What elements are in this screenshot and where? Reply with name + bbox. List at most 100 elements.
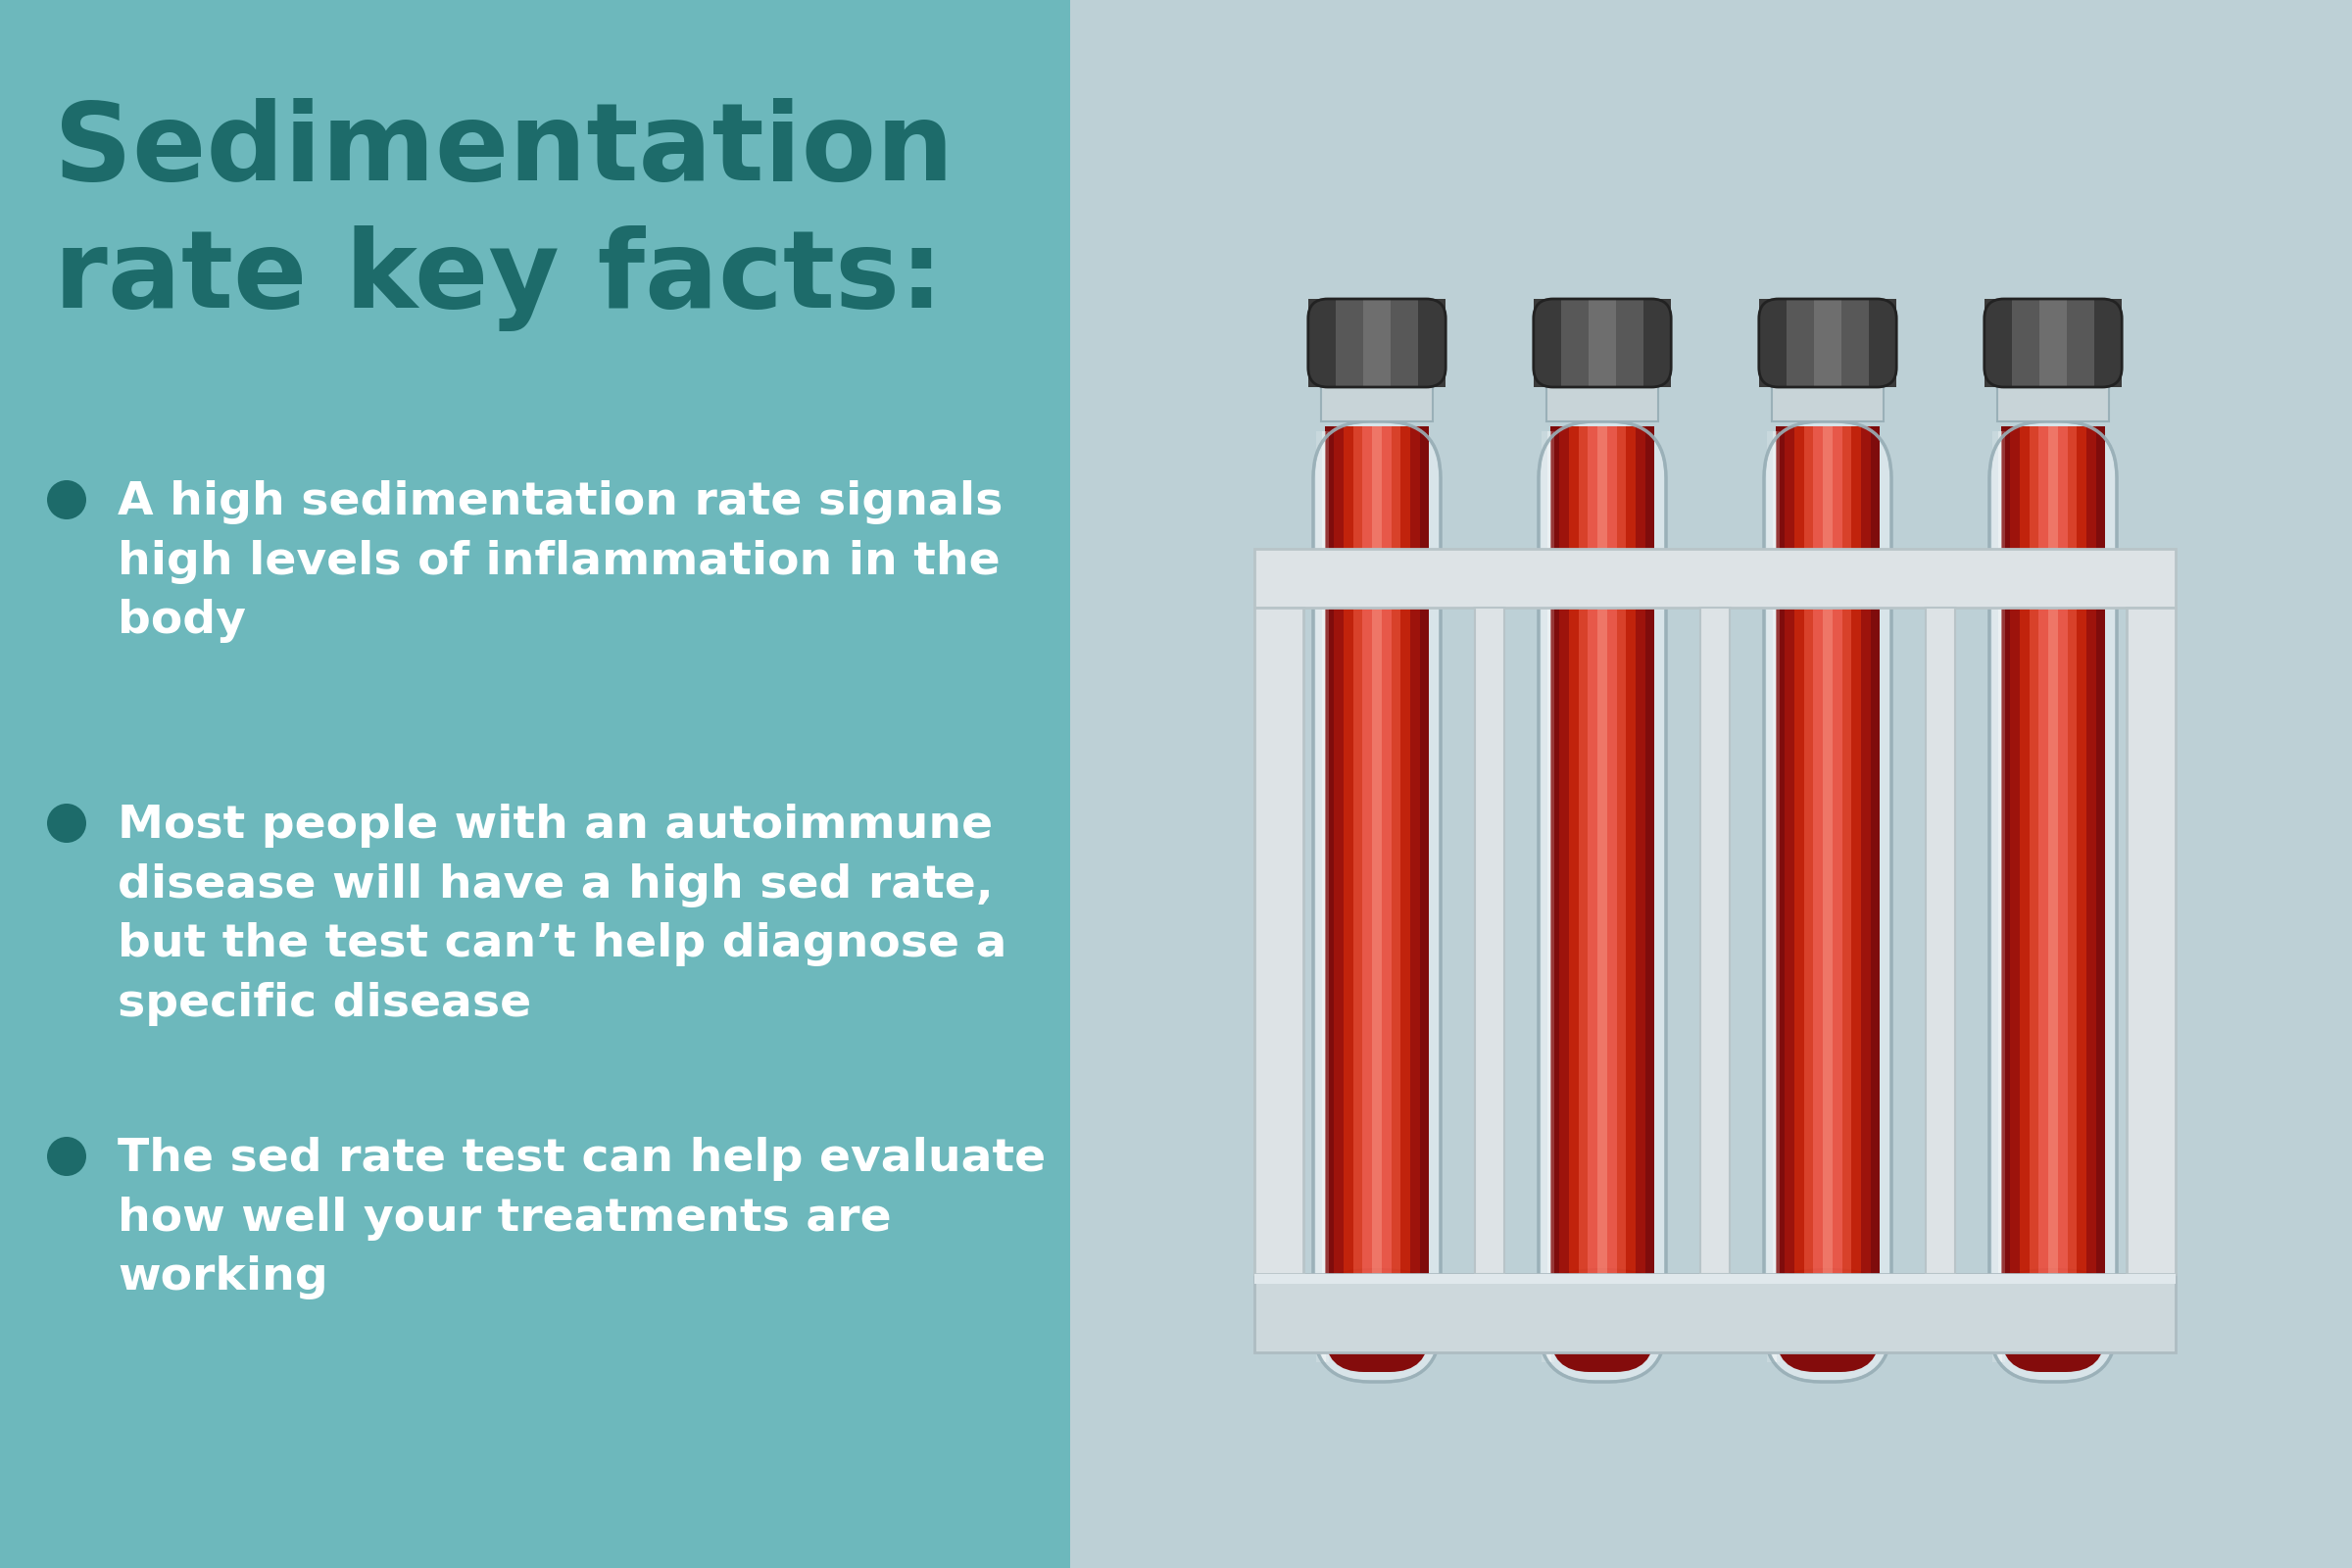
FancyBboxPatch shape xyxy=(1538,422,1665,1381)
Bar xyxy=(2067,299,2093,387)
Ellipse shape xyxy=(1322,1269,1430,1298)
Bar xyxy=(1334,426,1343,1338)
FancyBboxPatch shape xyxy=(1550,1303,1653,1372)
Bar xyxy=(1402,426,1411,1338)
Bar xyxy=(1550,426,1559,1338)
Bar xyxy=(1804,426,1813,1338)
Bar xyxy=(2049,426,2058,1338)
Bar xyxy=(1254,1273,2176,1352)
Bar xyxy=(1588,426,1597,1338)
Bar xyxy=(1842,299,1870,387)
Bar xyxy=(1813,426,1823,1338)
Bar xyxy=(2030,426,2039,1338)
Bar xyxy=(1343,426,1352,1338)
Bar xyxy=(1606,426,1616,1338)
Bar xyxy=(1926,607,1955,1273)
Circle shape xyxy=(47,480,87,519)
Bar xyxy=(1776,426,1785,1338)
Bar xyxy=(1322,387,1432,422)
FancyBboxPatch shape xyxy=(1324,1303,1430,1372)
Bar xyxy=(2002,426,2011,1338)
Bar xyxy=(1788,299,1813,387)
Bar xyxy=(1254,549,2176,607)
Bar xyxy=(1635,426,1644,1338)
Bar xyxy=(1644,299,1670,387)
FancyBboxPatch shape xyxy=(1990,422,2117,1381)
Text: Sedimentation: Sedimentation xyxy=(54,97,953,202)
Bar xyxy=(1390,426,1402,1338)
Bar xyxy=(2039,426,2049,1338)
Bar xyxy=(1421,426,1430,1338)
Bar xyxy=(1578,426,1588,1338)
Bar xyxy=(2077,426,2086,1338)
Bar xyxy=(1475,607,1505,1273)
FancyBboxPatch shape xyxy=(1312,422,1439,1381)
Bar xyxy=(1870,299,1896,387)
Circle shape xyxy=(47,1137,87,1176)
Bar xyxy=(2096,426,2105,1338)
Bar xyxy=(1985,299,2011,387)
Bar xyxy=(2020,426,2030,1338)
Bar xyxy=(1616,426,1625,1338)
Bar xyxy=(1562,299,1588,387)
Bar xyxy=(1700,607,1729,1273)
FancyBboxPatch shape xyxy=(2002,1303,2105,1372)
Bar xyxy=(1870,426,1879,1338)
Bar xyxy=(1534,299,1562,387)
Bar xyxy=(1773,431,1776,1363)
Bar xyxy=(1322,431,1327,1363)
Bar xyxy=(1785,426,1795,1338)
Bar xyxy=(1364,299,1390,387)
Ellipse shape xyxy=(1773,1269,1882,1298)
Bar xyxy=(1851,426,1860,1338)
Bar xyxy=(1616,299,1644,387)
Bar xyxy=(1860,426,1870,1338)
Bar xyxy=(1771,387,1884,422)
Bar xyxy=(1336,299,1364,387)
Bar xyxy=(1597,426,1606,1338)
Bar xyxy=(1999,431,2002,1363)
Bar xyxy=(1324,426,1334,1338)
FancyBboxPatch shape xyxy=(1764,422,1891,1381)
Bar xyxy=(1559,426,1569,1338)
Ellipse shape xyxy=(1548,1269,1656,1298)
Bar xyxy=(1832,426,1842,1338)
Bar xyxy=(2086,426,2096,1338)
Bar xyxy=(1588,299,1616,387)
Bar xyxy=(1371,426,1381,1338)
Bar xyxy=(1411,426,1421,1338)
Bar xyxy=(1545,387,1658,422)
Bar xyxy=(1418,299,1446,387)
Bar xyxy=(1795,426,1804,1338)
FancyBboxPatch shape xyxy=(1776,1303,1879,1372)
Bar xyxy=(2058,426,2067,1338)
Bar xyxy=(1569,426,1578,1338)
Bar xyxy=(1254,607,1303,1273)
Bar xyxy=(1308,299,1336,387)
Bar xyxy=(1997,387,2110,422)
Bar xyxy=(0,0,1070,1568)
Ellipse shape xyxy=(1999,1269,2107,1298)
Bar xyxy=(1992,431,2004,1363)
Bar xyxy=(1823,426,1832,1338)
Bar xyxy=(2011,426,2020,1338)
Bar xyxy=(1548,431,1552,1363)
Text: The sed rate test can help evaluate
how well your treatments are
working: The sed rate test can help evaluate how … xyxy=(118,1137,1047,1300)
Bar xyxy=(1390,299,1418,387)
Text: Most people with an autoimmune
disease will have a high sed rate,
but the test c: Most people with an autoimmune disease w… xyxy=(118,803,1007,1027)
Bar xyxy=(1813,299,1842,387)
Bar xyxy=(2067,426,2077,1338)
Bar xyxy=(1541,431,1555,1363)
Text: rate key facts:: rate key facts: xyxy=(54,226,943,331)
Bar xyxy=(1625,426,1635,1338)
Bar xyxy=(2039,299,2067,387)
Bar xyxy=(1766,431,1780,1363)
Circle shape xyxy=(47,803,87,844)
Bar xyxy=(1254,1273,2176,1284)
Bar xyxy=(1644,426,1653,1338)
Bar xyxy=(2093,299,2122,387)
Bar xyxy=(1842,426,1851,1338)
Bar xyxy=(1317,431,1329,1363)
Bar xyxy=(1759,299,1788,387)
Bar xyxy=(1381,426,1390,1338)
